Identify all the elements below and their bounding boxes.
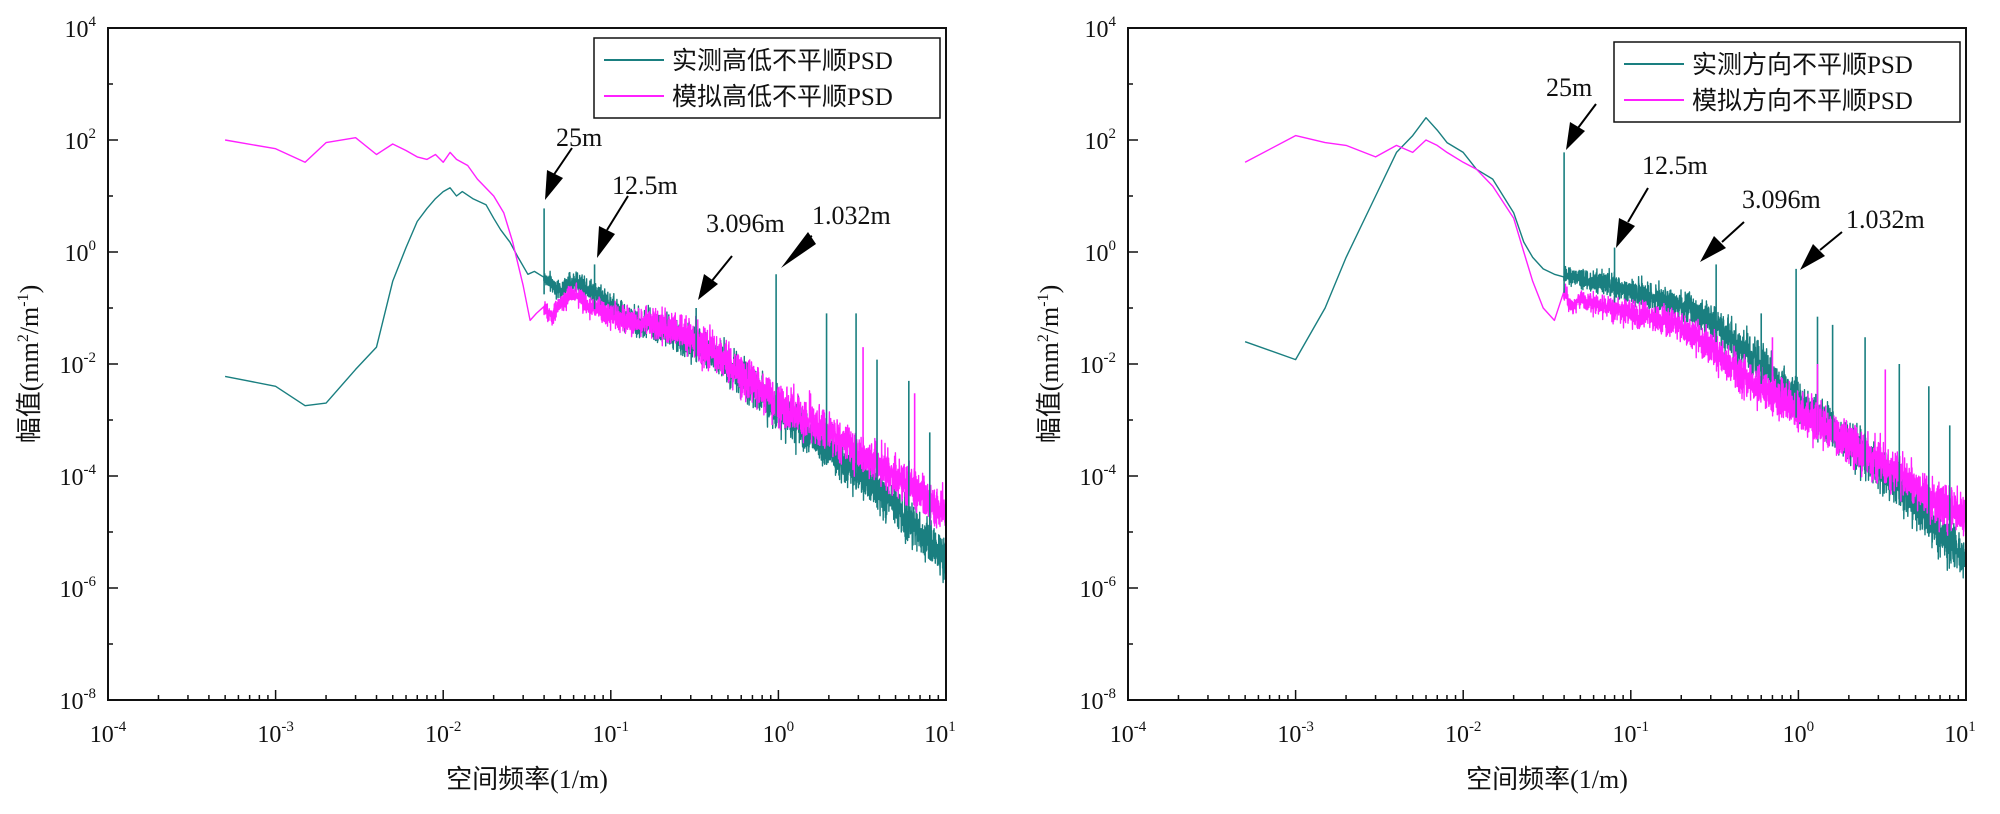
y-tick-label: 10-6: [60, 574, 97, 603]
plot-area: [108, 28, 946, 700]
y-tick-label: 104: [65, 14, 97, 43]
series-layer: [1244, 117, 1967, 579]
legend-box: [1613, 41, 1961, 123]
plot-area: [1128, 28, 1966, 700]
annotation-25m: 25m: [1546, 73, 1597, 150]
annotation-label: 1.032m: [1846, 205, 1925, 234]
annotations: 25m 12.5m 3.096m 1.032m: [1546, 73, 1925, 270]
y-tick-label: 100: [65, 238, 97, 267]
series-line-simulated: [224, 137, 947, 529]
legend-label-simulated: 模拟方向不平顺PSD: [1692, 87, 1913, 115]
arrow-head: [545, 170, 563, 200]
annotation-label: 12.5m: [1642, 151, 1708, 180]
x-tick-label: 10-1: [1613, 719, 1650, 748]
chart-right: 10-4 10-3 10-2 10-1 100 101 10-8 10-6 10…: [1035, 14, 1976, 794]
series-layer: [224, 137, 947, 584]
y-tick-label: 10-8: [60, 686, 97, 715]
annotation-12.5m: 12.5m: [1616, 151, 1708, 248]
annotation-label: 3.096m: [1742, 185, 1821, 214]
y-tick-label: 10-2: [60, 350, 97, 379]
x-tick-label: 10-1: [593, 719, 630, 748]
chart-left: 10-4 10-3 10-2 10-1 100 101 10-8 10-6 10…: [15, 14, 956, 794]
y-tick-label: 10-2: [1080, 350, 1117, 379]
annotations: 25m 12.5m 3.096m 1.032m: [545, 123, 891, 300]
arrow-head: [781, 232, 816, 268]
annotation-label: 25m: [1546, 73, 1592, 102]
annotation-label: 3.096m: [706, 209, 785, 238]
arrow-head: [698, 274, 718, 300]
y-axis-label: 幅值(mm2/m-1): [1035, 285, 1064, 444]
y-tick-label: 100: [1085, 238, 1117, 267]
annotation-12.5m: 12.5m: [597, 171, 678, 258]
x-tick-label: 10-4: [90, 719, 127, 748]
arrow-head: [1700, 236, 1726, 262]
annotation-25m: 25m: [545, 123, 602, 200]
legend-label-measured: 实测方向不平顺PSD: [1692, 51, 1913, 79]
tick-layer: [1127, 27, 1967, 701]
x-tick-label: 10-3: [257, 719, 294, 748]
x-axis-label: 空间频率(1/m): [446, 765, 608, 794]
x-tick-label: 10-3: [1277, 719, 1314, 748]
annotation-1.032m: 1.032m: [1800, 205, 1925, 270]
y-tick-labels: 10-8 10-6 10-4 10-2 100 102 104: [1080, 14, 1117, 715]
x-axis-label: 空间频率(1/m): [1466, 765, 1628, 794]
x-tick-label: 101: [1944, 719, 1976, 748]
tick-layer: [107, 27, 947, 701]
x-tick-label: 10-4: [1110, 719, 1147, 748]
legend: 实测方向不平顺PSD 模拟方向不平顺PSD: [1613, 41, 1961, 123]
legend: 实测高低不平顺PSD 模拟高低不平顺PSD: [593, 37, 941, 119]
annotation-label: 25m: [556, 123, 602, 152]
arrow-head: [1800, 244, 1825, 270]
x-tick-label: 100: [1783, 719, 1815, 748]
x-tick-label: 101: [924, 719, 956, 748]
x-tick-label: 10-2: [1445, 719, 1482, 748]
arrow-head: [1566, 122, 1585, 150]
legend-label-simulated: 模拟高低不平顺PSD: [672, 83, 893, 111]
y-tick-label: 10-8: [1080, 686, 1117, 715]
annotation-label: 1.032m: [812, 201, 891, 230]
x-tick-label: 10-2: [425, 719, 462, 748]
y-axis-label: 幅值(mm2/m-1): [15, 285, 44, 444]
annotation-label: 12.5m: [612, 171, 678, 200]
y-tick-label: 104: [1085, 14, 1117, 43]
spike-layer: [1563, 152, 1951, 560]
series-line-simulated: [1244, 134, 1967, 537]
y-tick-label: 10-4: [60, 462, 97, 491]
y-tick-label: 10-4: [1080, 462, 1117, 491]
y-tick-label: 102: [65, 126, 97, 155]
spike-layer: [543, 208, 931, 560]
y-tick-label: 102: [1085, 126, 1117, 155]
legend-label-measured: 实测高低不平顺PSD: [672, 47, 893, 75]
x-tick-label: 100: [763, 719, 795, 748]
annotation-3.096m: 3.096m: [698, 209, 785, 300]
arrow-head: [1616, 218, 1635, 248]
annotation-3.096m: 3.096m: [1700, 185, 1821, 262]
x-tick-labels: 10-4 10-3 10-2 10-1 100 101: [1110, 719, 1976, 748]
legend-box: [593, 37, 941, 119]
y-tick-labels: 10-8 10-6 10-4 10-2 100 102 104: [60, 14, 97, 715]
arrow-head: [597, 226, 615, 258]
x-tick-labels: 10-4 10-3 10-2 10-1 100 101: [90, 719, 956, 748]
annotation-1.032m: 1.032m: [781, 201, 891, 268]
y-tick-label: 10-6: [1080, 574, 1117, 603]
